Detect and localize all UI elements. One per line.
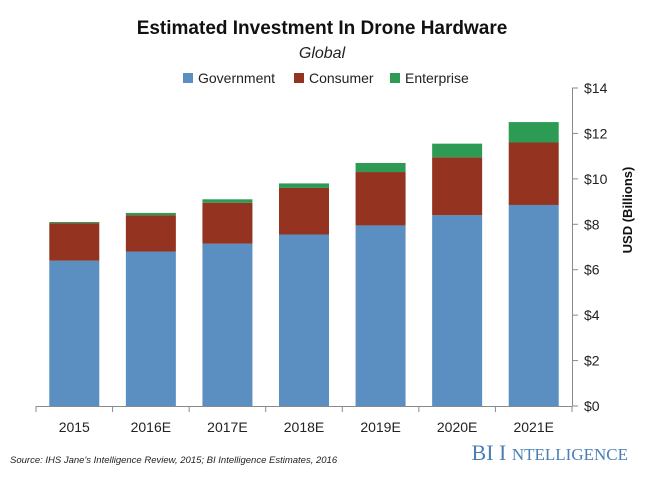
bar-government-2019e [355, 225, 406, 406]
bar-government-2021e [508, 204, 559, 406]
brand-i: I [499, 440, 506, 465]
bar-enterprise-2021e [508, 122, 559, 143]
x-axis: 2015 2016E 2017E 2018E 2019E 2020E 2021E [35, 406, 573, 435]
y-axis-label: USD (Billions) [620, 167, 635, 254]
bar-government-2017e [202, 243, 253, 406]
legend-label-government: Government [198, 70, 275, 86]
legend-swatch-consumer [294, 73, 304, 83]
legend-swatch-enterprise [390, 73, 400, 83]
x-tick-label: 2017E [207, 419, 247, 435]
x-tick-label: 2016E [131, 419, 171, 435]
y-axis: $0 $2 $4 $6 $8 $10 $12 $14 [572, 80, 608, 414]
bar-consumer-2018e [279, 187, 329, 235]
chart-subtitle: Global [299, 45, 346, 62]
legend-label-enterprise: Enterprise [405, 70, 469, 86]
x-tick-label: 2018E [284, 419, 324, 435]
y-tick-label: $12 [584, 125, 608, 141]
bar-enterprise-2019e [355, 162, 406, 173]
x-tick-label: 2020E [437, 419, 477, 435]
legend-label-consumer: Consumer [309, 70, 374, 86]
bar-consumer-2016e [125, 215, 176, 252]
x-tick-label: 2015 [59, 419, 90, 435]
bar-consumer-2021e [508, 142, 559, 205]
y-tick-label: $14 [584, 80, 608, 96]
legend: Government Consumer Enterprise [183, 70, 469, 86]
bar-enterprise-2020e [432, 143, 483, 158]
bar-consumer-2017e [202, 202, 253, 244]
bar-enterprise-2015 [49, 222, 100, 224]
bar-consumer-2019e [355, 172, 406, 226]
bar-government-2020e [432, 215, 483, 406]
bar-government-2016e [125, 251, 176, 406]
y-tick-label: $8 [584, 216, 600, 232]
bar-enterprise-2016e [125, 212, 176, 216]
y-tick-label: $0 [584, 398, 600, 414]
x-tick-label: 2021E [513, 419, 553, 435]
x-tick-label: 2019E [360, 419, 400, 435]
brand-logo: BI I NTELLIGENCE [472, 440, 628, 465]
bar-consumer-2020e [432, 157, 483, 216]
y-tick-label: $10 [584, 171, 608, 187]
bar-consumer-2015 [49, 223, 100, 261]
chart-title: Estimated Investment In Drone Hardware [137, 18, 508, 39]
y-tick-label: $2 [584, 353, 600, 369]
bar-enterprise-2018e [279, 183, 329, 188]
brand-bi: BI [472, 440, 494, 465]
brand-ntelligence: NTELLIGENCE [512, 445, 628, 464]
y-tick-label: $6 [584, 262, 600, 278]
bar-enterprise-2017e [202, 199, 253, 203]
y-tick-label: $4 [584, 307, 600, 323]
bars [49, 122, 559, 406]
legend-swatch-government [183, 73, 193, 83]
bar-government-2015 [49, 260, 100, 406]
bar-government-2018e [279, 234, 329, 406]
source-note: Source: IHS Jane's Intelligence Review, … [10, 455, 338, 466]
